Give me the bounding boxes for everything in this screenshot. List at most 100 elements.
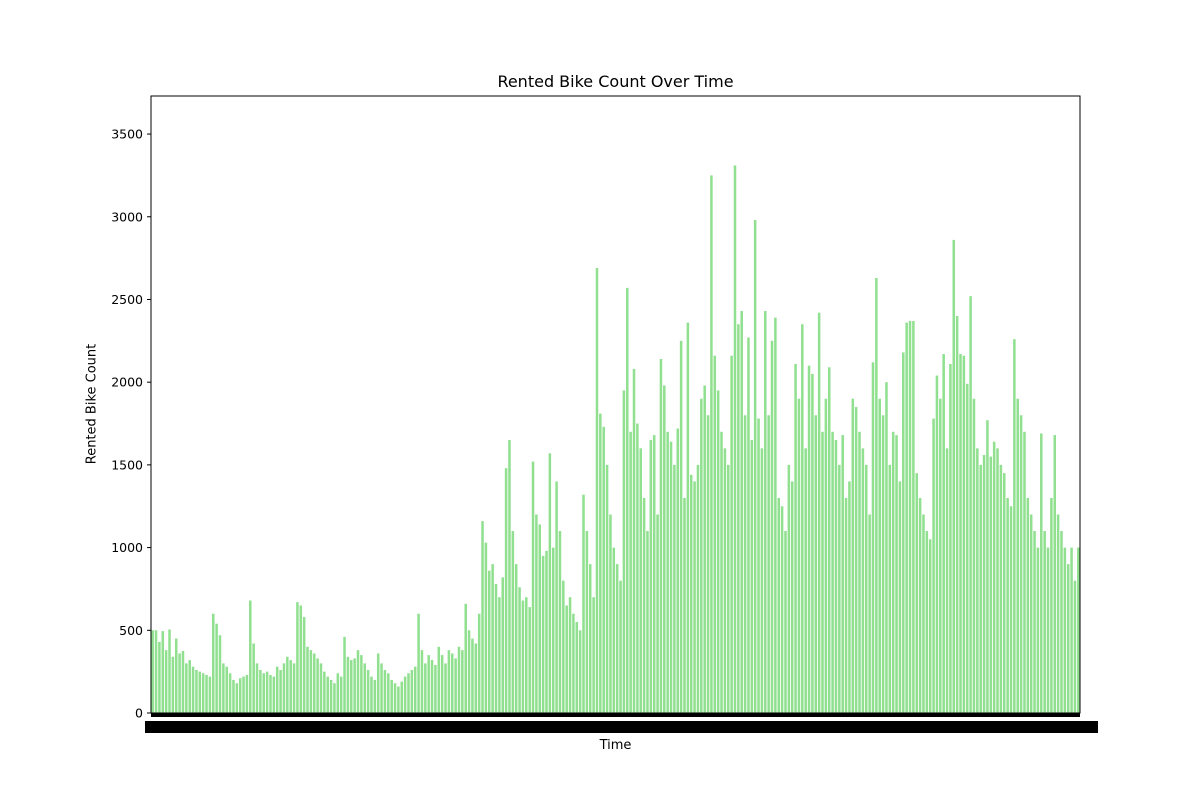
bar bbox=[905, 322, 908, 713]
bar bbox=[188, 660, 191, 713]
bar bbox=[612, 547, 616, 713]
bar bbox=[548, 453, 552, 713]
bar bbox=[161, 631, 165, 713]
bar bbox=[1073, 580, 1077, 713]
bar bbox=[945, 448, 949, 713]
bar bbox=[1013, 339, 1016, 713]
y-tick-label: 3500 bbox=[111, 127, 143, 142]
bar bbox=[346, 656, 350, 713]
bar bbox=[269, 674, 272, 713]
bar bbox=[939, 398, 942, 713]
bar bbox=[575, 622, 579, 713]
bar bbox=[679, 340, 683, 713]
bar bbox=[154, 630, 158, 713]
bar bbox=[965, 383, 969, 713]
bar bbox=[784, 531, 787, 713]
bar bbox=[333, 683, 336, 713]
bar bbox=[174, 638, 178, 713]
bar bbox=[289, 660, 292, 713]
bar bbox=[713, 355, 717, 713]
bar bbox=[824, 398, 828, 713]
bar bbox=[959, 354, 962, 713]
chart-title: Rented Bike Count Over Time bbox=[497, 72, 734, 91]
bar bbox=[383, 669, 387, 713]
bar bbox=[1043, 531, 1046, 713]
bar bbox=[363, 663, 366, 713]
bar bbox=[1036, 547, 1040, 713]
bar bbox=[168, 629, 171, 713]
bar bbox=[427, 655, 430, 713]
bar bbox=[659, 359, 663, 713]
bar bbox=[663, 385, 666, 713]
bar bbox=[622, 390, 626, 713]
bar bbox=[838, 464, 841, 713]
bar bbox=[450, 653, 454, 713]
bar bbox=[565, 605, 568, 713]
bar bbox=[831, 431, 834, 713]
bar bbox=[895, 435, 898, 713]
bar bbox=[477, 613, 481, 713]
bar bbox=[626, 287, 629, 713]
y-axis-ticks: 0 500 1000 1500 2000 2500 3000 3500 bbox=[111, 127, 151, 721]
bar bbox=[962, 355, 966, 713]
bar bbox=[848, 481, 851, 713]
bar bbox=[501, 577, 504, 713]
bar bbox=[410, 669, 414, 713]
bar bbox=[925, 531, 929, 713]
bar bbox=[723, 448, 727, 713]
bar bbox=[814, 415, 818, 713]
bar bbox=[683, 497, 686, 713]
bar bbox=[1050, 497, 1053, 713]
bar bbox=[387, 673, 390, 713]
bar bbox=[397, 686, 400, 713]
bar bbox=[484, 542, 488, 713]
bar bbox=[949, 363, 952, 713]
bar bbox=[158, 641, 161, 713]
bar bbox=[1019, 415, 1023, 713]
bar bbox=[531, 461, 535, 713]
bar bbox=[646, 531, 649, 713]
bar bbox=[918, 497, 922, 713]
bar bbox=[686, 322, 690, 713]
bar bbox=[868, 514, 871, 713]
bar bbox=[555, 481, 558, 713]
bar bbox=[844, 497, 848, 713]
bar bbox=[595, 268, 599, 713]
bar bbox=[191, 666, 195, 713]
bar bbox=[710, 175, 713, 713]
bar bbox=[360, 655, 363, 713]
bar bbox=[326, 676, 329, 713]
bar bbox=[481, 521, 484, 713]
bar bbox=[366, 669, 370, 713]
x-axis-label: Time bbox=[599, 738, 632, 753]
bar bbox=[955, 316, 959, 713]
y-tick-label: 0 bbox=[135, 706, 143, 721]
bar bbox=[558, 531, 562, 713]
bar bbox=[282, 663, 286, 713]
bar bbox=[908, 320, 912, 713]
bar bbox=[491, 564, 494, 713]
bar bbox=[885, 382, 888, 713]
bar bbox=[737, 324, 740, 713]
bar bbox=[932, 418, 935, 713]
bar bbox=[942, 354, 945, 713]
bar bbox=[878, 398, 881, 713]
y-tick-label: 1000 bbox=[111, 540, 143, 555]
bar bbox=[912, 320, 915, 713]
bar bbox=[1040, 433, 1043, 713]
y-tick-label: 2000 bbox=[111, 375, 143, 390]
bar bbox=[760, 448, 764, 713]
bar bbox=[787, 464, 791, 713]
bar bbox=[753, 220, 757, 713]
bar bbox=[696, 464, 700, 713]
bar bbox=[437, 646, 441, 713]
bar bbox=[215, 623, 218, 713]
bar bbox=[757, 418, 760, 713]
bar bbox=[743, 415, 747, 713]
bar bbox=[302, 617, 306, 713]
x-axis-ticks bbox=[145, 713, 1098, 733]
bar bbox=[262, 673, 266, 713]
bar bbox=[541, 555, 545, 713]
bar bbox=[979, 464, 982, 713]
bar bbox=[228, 673, 232, 713]
